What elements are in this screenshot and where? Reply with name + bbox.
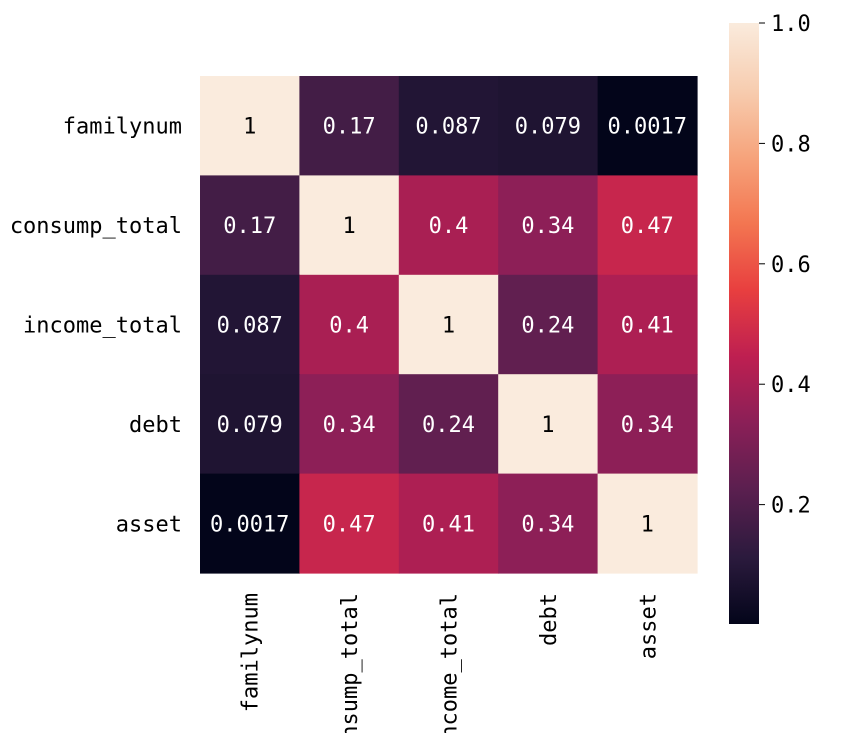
y-tick-label: income_total <box>23 314 182 339</box>
x-tick-label: asset <box>636 593 661 659</box>
heatmap-cells <box>200 76 698 574</box>
y-tick-label: consump_total <box>10 214 182 239</box>
cell-annotation: 0.34 <box>521 512 574 537</box>
y-tick-label: debt <box>129 413 182 438</box>
cell-annotation: 0.4 <box>429 214 469 239</box>
y-tick-label: asset <box>116 512 182 537</box>
cell-annotation: 1 <box>243 115 256 140</box>
heatmap-cell <box>398 374 499 475</box>
cell-annotation: 0.087 <box>415 115 481 140</box>
x-tick-label: familynum <box>239 593 264 712</box>
heatmap-cell <box>299 175 400 276</box>
cell-annotation: 1 <box>641 512 654 537</box>
cell-annotation: 0.4 <box>329 314 369 339</box>
cell-annotation: 0.34 <box>521 214 574 239</box>
heatmap-cell <box>498 175 599 276</box>
heatmap-cell <box>299 374 400 475</box>
colorbar <box>729 23 759 624</box>
heatmap-cell <box>398 274 499 375</box>
heatmap-cell <box>299 76 400 176</box>
heatmap-cell <box>398 76 499 176</box>
cell-annotation: 1 <box>342 214 355 239</box>
colorbar-tick-label: 0.8 <box>771 132 811 157</box>
heatmap-cell <box>200 473 300 574</box>
cell-annotation: 0.0017 <box>608 115 687 140</box>
cell-annotation: 0.17 <box>223 214 276 239</box>
heatmap-cell <box>498 473 599 574</box>
colorbar-tick-label: 0.2 <box>771 494 811 519</box>
heatmap-cell <box>200 175 300 276</box>
heatmap-cell <box>597 175 698 276</box>
x-tick-label: consump_total <box>338 593 363 733</box>
x-tick-label: income_total <box>438 593 463 733</box>
cell-annotation: 0.24 <box>422 413 475 438</box>
heatmap-annotations: 1 0.17 0.087 0.079 0.0017 0.17 1 0.4 0.34 0.47 0.0… <box>210 115 687 538</box>
heatmap-cell <box>597 274 698 375</box>
heatmap-cell <box>398 473 499 574</box>
colorbar-tick-label: 1.0 <box>771 12 811 37</box>
heatmap-cell <box>597 473 698 574</box>
heatmap-cell <box>597 374 698 475</box>
heatmap-cell <box>200 76 300 176</box>
colorbar-tick-label: 0.4 <box>771 373 811 398</box>
heatmap-cell <box>299 274 400 375</box>
heatmap-cell <box>200 274 300 375</box>
cell-annotation: 0.41 <box>621 314 674 339</box>
heatmap-cell <box>498 374 599 475</box>
heatmap-cell <box>200 374 300 475</box>
heatmap-cell <box>398 175 499 276</box>
cell-annotation: 0.47 <box>323 512 376 537</box>
cell-annotation: 1 <box>442 314 455 339</box>
cell-annotation: 0.34 <box>323 413 376 438</box>
colorbar-tick-label: 0.6 <box>771 253 811 278</box>
cell-annotation: 1 <box>541 413 554 438</box>
heatmap-cell <box>299 473 400 574</box>
cell-annotation: 0.34 <box>621 413 674 438</box>
heatmap-cell <box>498 76 599 176</box>
cell-annotation: 0.24 <box>521 314 574 339</box>
cell-annotation: 0.47 <box>621 214 674 239</box>
x-tick-label: debt <box>537 593 562 646</box>
cell-annotation: 0.17 <box>323 115 376 140</box>
heatmap-cell <box>498 274 599 375</box>
x-axis-tick-labels: familynum consump_total income_total debt as… <box>239 593 662 733</box>
cell-annotation: 0.079 <box>515 115 581 140</box>
cell-annotation: 0.079 <box>217 413 283 438</box>
y-tick-label: familynum <box>63 115 182 140</box>
cell-annotation: 0.0017 <box>210 512 289 537</box>
colorbar-ticks: 0.2 0.4 0.6 0.8 1.0 <box>759 12 811 519</box>
cell-annotation: 0.41 <box>422 512 475 537</box>
cell-annotation: 0.087 <box>217 314 283 339</box>
heatmap-cell <box>597 76 698 176</box>
